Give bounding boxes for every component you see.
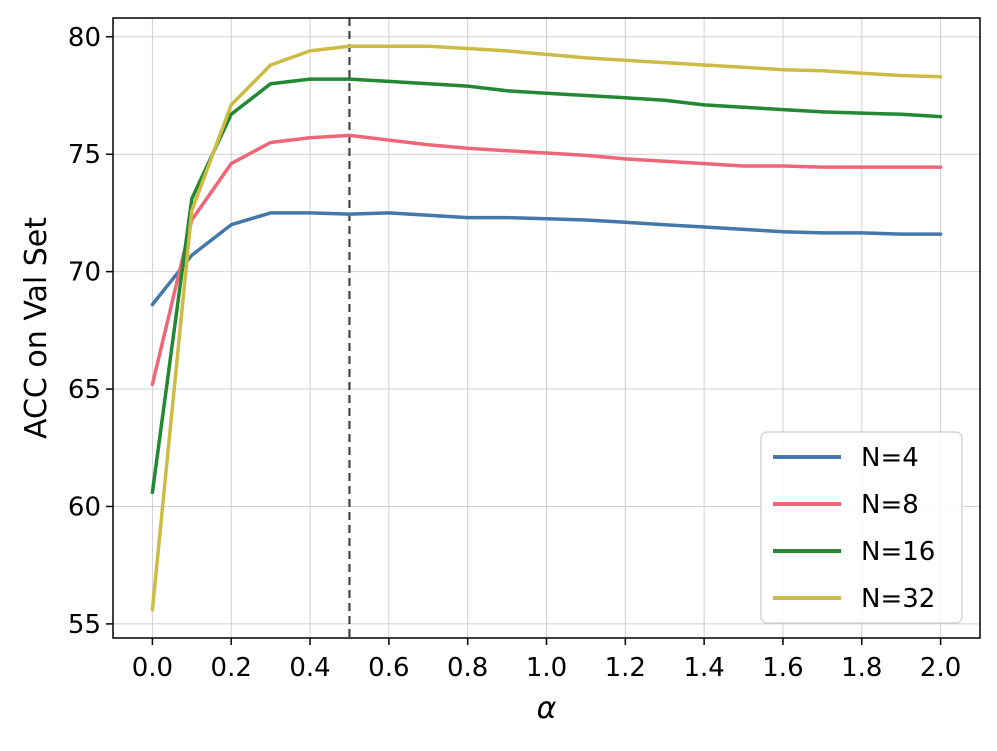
y-tick-label: 75 [68, 140, 101, 170]
y-tick-label: 65 [68, 375, 101, 405]
x-tick-label: 0.2 [211, 653, 252, 683]
x-tick-label: 0.0 [132, 653, 173, 683]
legend-label: N=16 [861, 537, 935, 567]
legend: N=4 N=8 N=16 N=32 [760, 431, 963, 624]
y-tick-label: 55 [68, 610, 101, 640]
series-line [150, 77, 943, 495]
legend-label: N=32 [861, 584, 935, 614]
y-tick-label: 60 [68, 492, 101, 522]
x-tick-label: 1.4 [683, 653, 724, 683]
y-tick-label: 80 [68, 23, 101, 53]
axis-ticks: 0.0 0.2 0.4 0.6 0.8 1.0 1.2 1.4 1.6 1.8 2.0 55 60 65 7… [68, 23, 961, 683]
y-tick-label: 70 [68, 258, 101, 288]
x-tick-label: 0.4 [289, 653, 330, 683]
x-tick-label: 2.0 [920, 653, 961, 683]
series-line [150, 211, 943, 307]
series-line [150, 133, 943, 387]
x-tick-label: 0.8 [447, 653, 488, 683]
x-axis-title: α [537, 691, 557, 726]
legend-label: N=4 [861, 443, 919, 473]
x-tick-label: 1.8 [841, 653, 882, 683]
x-tick-label: 1.2 [605, 653, 646, 683]
series-lines [150, 44, 943, 612]
legend-label: N=8 [861, 490, 919, 520]
x-tick-label: 1.6 [762, 653, 803, 683]
x-tick-label: 0.6 [368, 653, 409, 683]
x-tick-label: 1.0 [526, 653, 567, 683]
series-line [150, 44, 943, 612]
y-axis-title: ACC on Val Set [19, 217, 54, 439]
legend-box [760, 431, 963, 624]
